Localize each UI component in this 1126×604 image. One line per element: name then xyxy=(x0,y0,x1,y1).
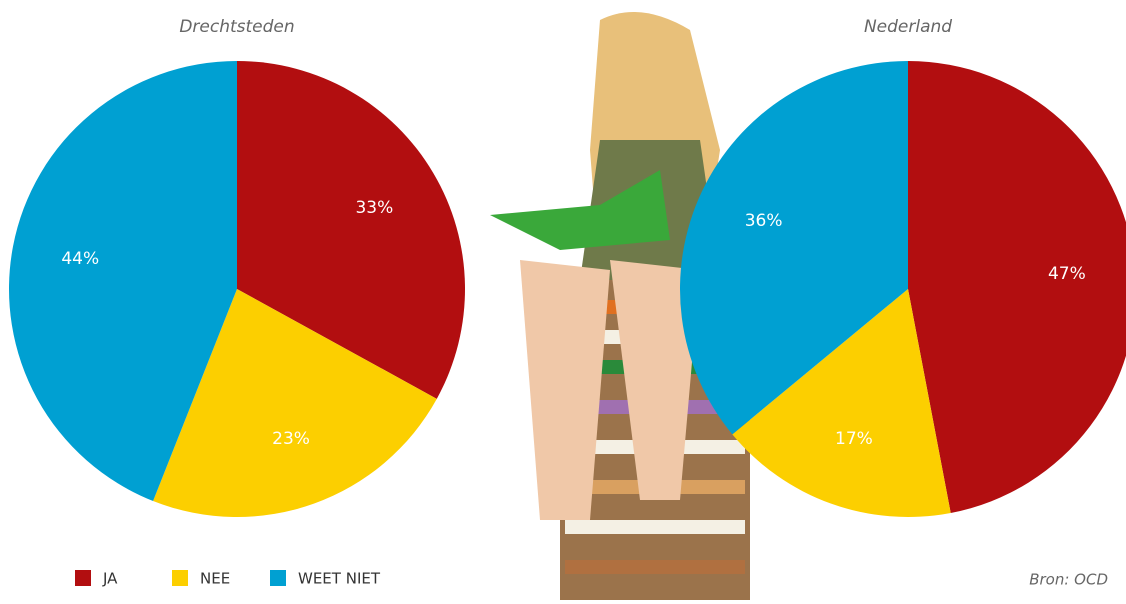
value-label: 47% xyxy=(1048,264,1086,284)
source: Bron: OCD xyxy=(1029,571,1108,589)
legend-label: WEET NIET xyxy=(298,570,381,588)
value-label: 23% xyxy=(272,429,310,449)
pie-slice xyxy=(908,61,1126,513)
value-label: 17% xyxy=(835,429,873,449)
pie-title: Nederland xyxy=(864,17,952,37)
legend-label: JA xyxy=(102,570,118,588)
value-label: 44% xyxy=(61,249,99,269)
legend-label: NEE xyxy=(200,570,230,588)
pie-slice xyxy=(8,61,238,501)
value-label: 36% xyxy=(745,211,783,231)
legend-swatch xyxy=(172,570,188,586)
legend-swatch xyxy=(75,570,91,586)
value-label: 33% xyxy=(355,198,393,218)
legend-swatch xyxy=(270,570,286,586)
pie-slice xyxy=(680,61,908,435)
pie-slice xyxy=(153,289,437,517)
pie-title: Drechtsteden xyxy=(179,17,294,37)
pie-slice xyxy=(237,61,466,399)
pie-slice xyxy=(732,289,951,517)
